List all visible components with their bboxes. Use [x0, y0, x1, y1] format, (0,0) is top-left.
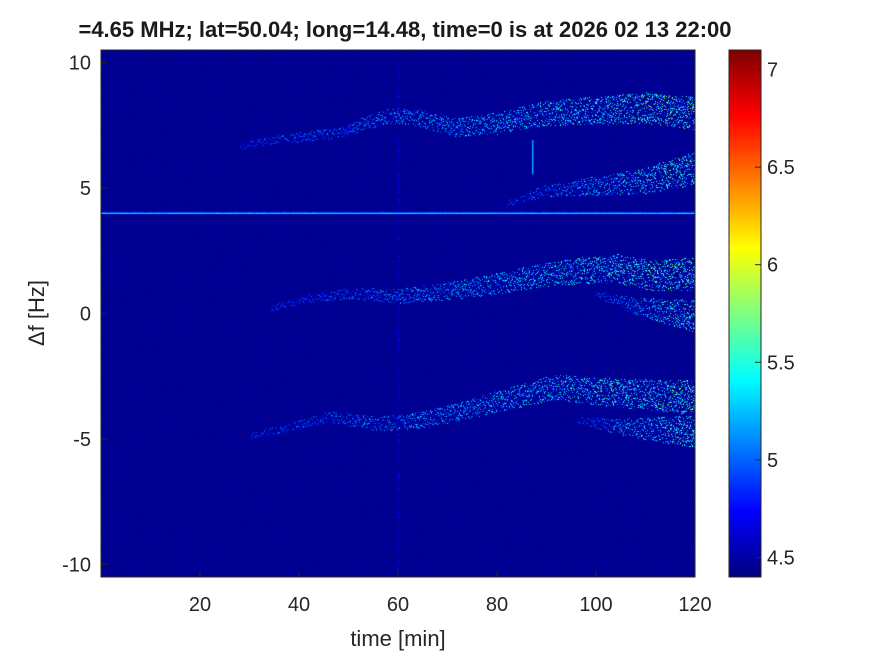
y-tick-label: 0	[80, 304, 91, 326]
x-tick-label: 100	[579, 594, 612, 616]
x-axis-ticks: 20 40 60 80 100 120	[189, 571, 712, 616]
y-tick-label: -5	[73, 429, 91, 451]
colorbar-tick-label: 5.5	[767, 352, 795, 374]
colorbar-gradient	[729, 50, 761, 577]
colorbar-tick-label: 4.5	[767, 547, 795, 569]
y-axis-ticks: 10 5 0 -5 -10	[62, 53, 107, 576]
x-tick-label: 60	[387, 594, 409, 616]
x-axis-label: time [min]	[350, 626, 445, 651]
x-tick-label: 40	[288, 594, 310, 616]
colorbar-tick-label: 7	[767, 60, 778, 82]
y-tick-label: 10	[69, 53, 91, 75]
colorbar-tick-label: 5	[767, 450, 778, 472]
spectrogram-heatmap	[101, 50, 695, 577]
x-tick-label: 80	[486, 594, 508, 616]
y-tick-label: -10	[62, 554, 91, 576]
colorbar-ticks: 4.5 5 5.5 6 6.5 7	[755, 60, 795, 569]
y-tick-label: 5	[80, 178, 91, 200]
colorbar	[728, 49, 762, 578]
y-axis-label: Δf [Hz]	[24, 280, 49, 346]
chart-title: =4.65 MHz; lat=50.04; long=14.48, time=0…	[78, 17, 731, 42]
colorbar-tick-label: 6	[767, 255, 778, 277]
colorbar-tick-label: 6.5	[767, 157, 795, 179]
x-tick-label: 20	[189, 594, 211, 616]
x-tick-label: 120	[678, 594, 711, 616]
